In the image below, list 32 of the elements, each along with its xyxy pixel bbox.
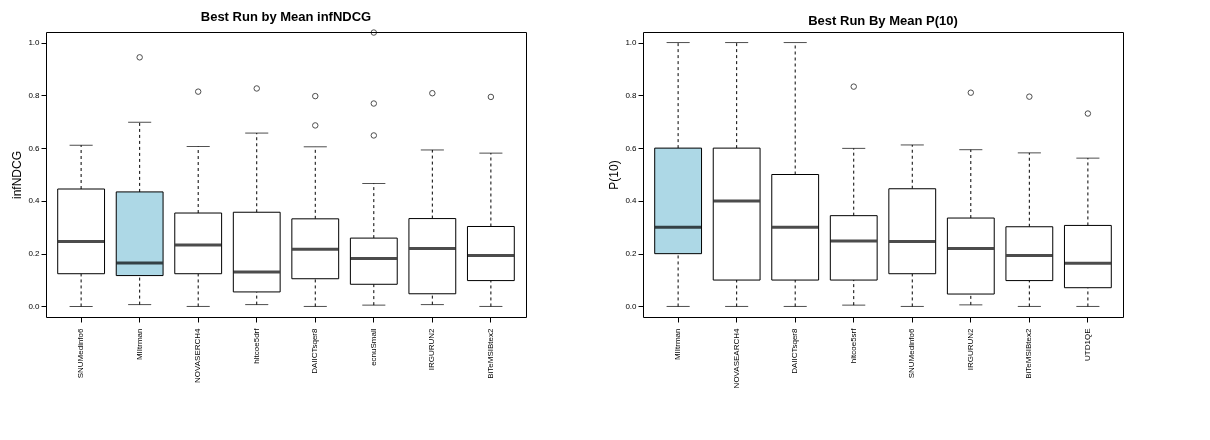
y-tick-label: 1.0 [625,38,638,48]
y-tick-label: 0.4 [625,196,638,206]
x-tick-label: hltcoe5srf [848,327,858,364]
x-tick-label: MIItrman [673,328,683,361]
x-tick-label: hltcoe5drf [251,327,261,364]
y-tick-label: 0.2 [625,249,638,259]
chart-title: Best Run By Mean P(10) [808,13,958,28]
x-tick-label: ecnuSmall [368,328,378,366]
y-tick-label: 0.8 [625,90,638,100]
x-tick-label: BiTeMSIBtex2 [1024,327,1034,379]
x-tick-label: BiTeMSIBtex2 [485,327,495,379]
y-tick-label: 0.6 [625,143,638,153]
y-tick-label: 1.0 [28,38,41,48]
y-tick-label: 0.2 [28,249,41,259]
x-tick-label: MIItrman [134,328,144,361]
y-tick-label: 0.0 [625,301,638,311]
y-tick-label: 0.8 [28,90,41,100]
x-tick-label: IRGURUN2 [427,327,437,371]
x-tick-label: UTD1QE [1082,328,1092,361]
y-axis-title: infNDCG [10,150,25,200]
x-tick-label: NOVASERCH4 [193,327,203,384]
y-tick-label: 0.6 [28,143,41,153]
x-tick-label: SNUMedinfo6 [76,327,86,379]
x-tick-label: DAIICTsqer8 [790,327,800,374]
x-tick-label: IRGURUN2 [965,327,975,371]
x-tick-label: NOVASEARCH4 [731,327,741,389]
x-tick-label: DAIICTsqer8 [310,327,320,374]
y-tick-label: 0.0 [28,301,41,311]
chart-title: Best Run by Mean infNDCG [200,8,372,24]
y-axis-title: P(10) [607,160,622,190]
y-tick-label: 0.4 [28,196,41,206]
x-tick-label: SNUMedinfo6 [907,327,917,379]
